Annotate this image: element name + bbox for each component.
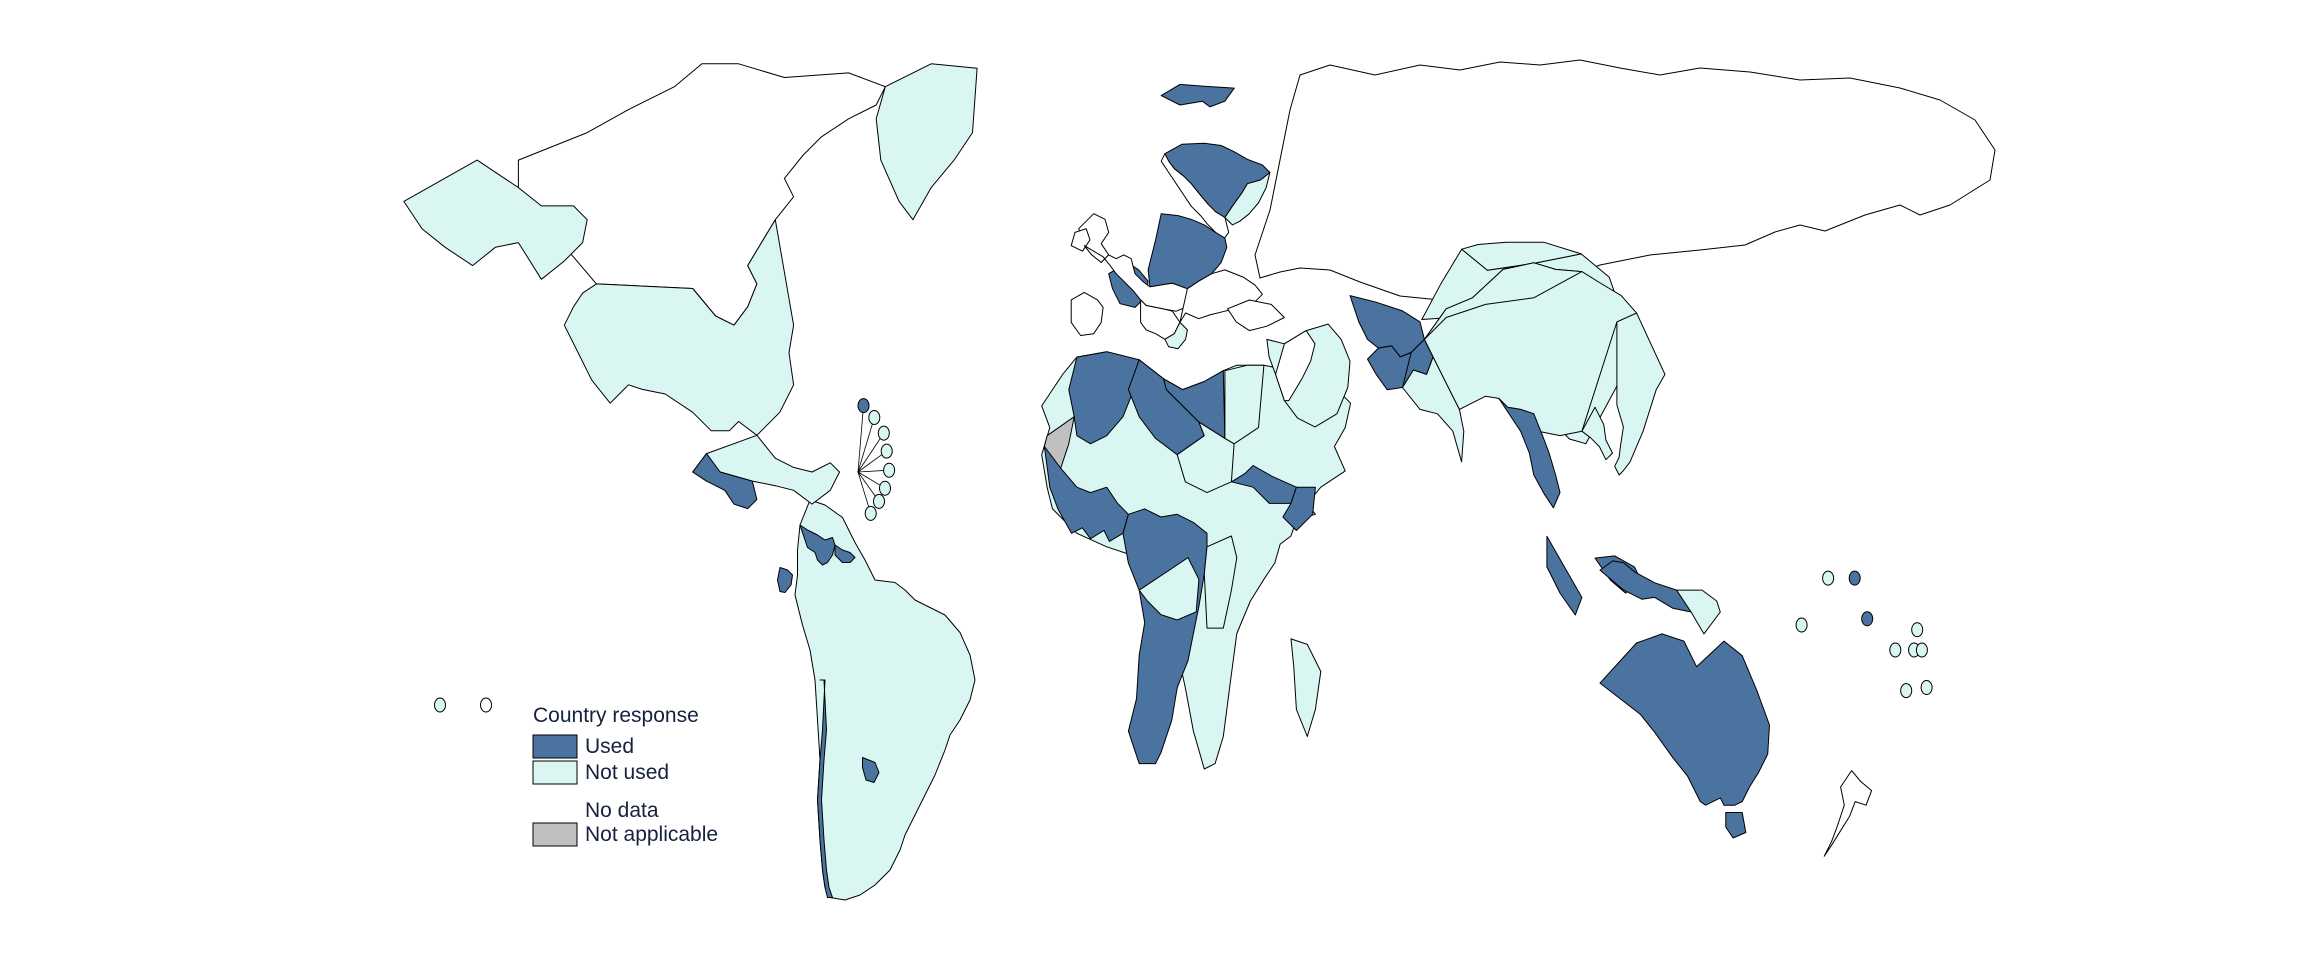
svg-text:Used: Used bbox=[585, 735, 634, 758]
svg-text:No data: No data bbox=[585, 799, 659, 822]
svg-text:Not used: Not used bbox=[585, 761, 669, 784]
svg-text:Country response: Country response bbox=[533, 704, 699, 727]
svg-text:Not applicable: Not applicable bbox=[585, 823, 718, 846]
